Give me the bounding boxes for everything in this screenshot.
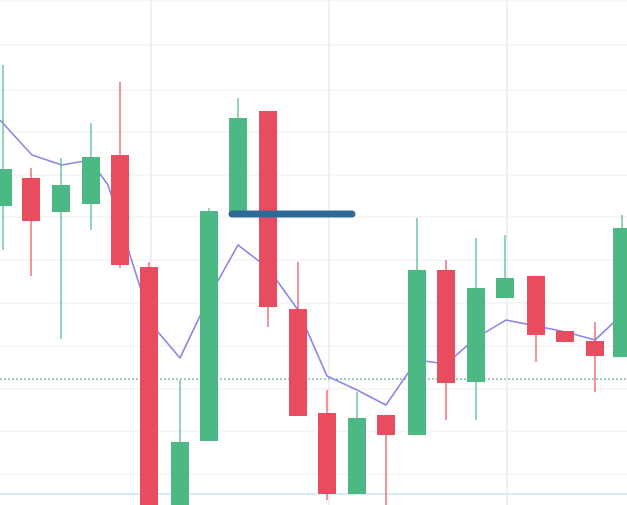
candle[interactable] [22,168,40,276]
candle-body-up [467,288,485,382]
candle[interactable] [200,208,218,441]
candle[interactable] [111,82,129,268]
candle[interactable] [52,158,70,339]
candle[interactable] [318,390,336,500]
candle-body-down [377,415,395,435]
candle-body-up [82,157,100,204]
candle[interactable] [496,235,514,298]
candle-body-up [52,185,70,212]
candle[interactable] [259,111,277,327]
candle[interactable] [527,276,545,362]
candle-body-up [408,270,426,435]
candle-body-up [496,278,514,298]
candle[interactable] [377,415,395,505]
candle-body-down [140,267,158,505]
candle[interactable] [408,218,426,435]
candle-body-down [586,341,604,356]
candle[interactable] [0,65,12,250]
candle-body-up [171,442,189,505]
candle-body-up [200,211,218,441]
candle-body-down [111,155,129,265]
candle[interactable] [613,215,627,357]
candle[interactable] [437,260,455,420]
candle[interactable] [82,123,100,230]
candle[interactable] [140,262,158,505]
candle-body-up [229,118,247,212]
candle[interactable] [586,322,604,392]
candle-body-down [289,309,307,416]
candle-body-down [22,178,40,221]
candle-body-down [259,111,277,307]
candle-body-down [437,270,455,383]
candle-body-down [318,413,336,494]
candle[interactable] [467,238,485,420]
candle-body-down [527,276,545,335]
candle[interactable] [171,380,189,505]
candle-body-down [556,331,574,342]
candle[interactable] [289,262,307,416]
candle-body-up [613,228,627,357]
candle[interactable] [348,392,366,494]
candles-layer [0,65,627,505]
candle[interactable] [229,98,247,212]
candle[interactable] [556,331,574,342]
candle-body-up [0,169,12,206]
candle-body-up [348,418,366,494]
